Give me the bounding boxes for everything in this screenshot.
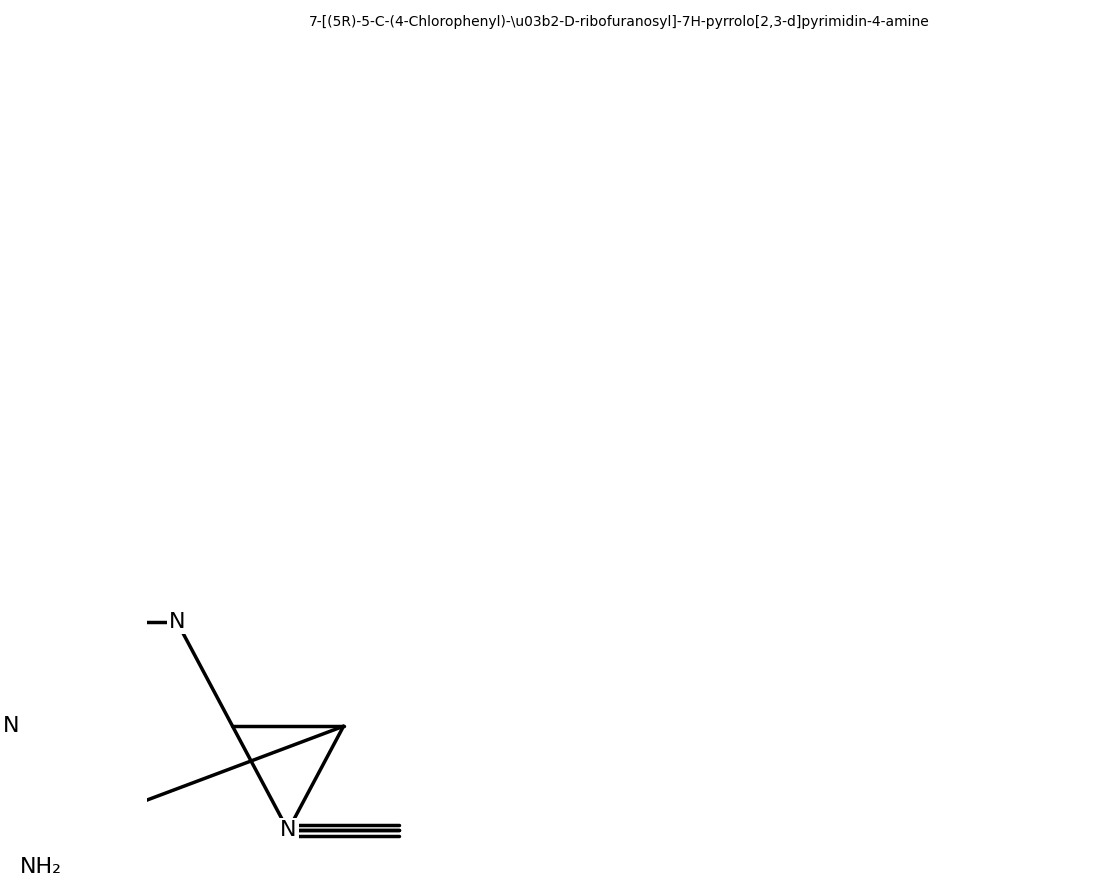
Text: N: N	[280, 821, 296, 840]
Text: NH₂: NH₂	[20, 857, 62, 878]
Title: 7-[(5R)-5-C-(4-Chlorophenyl)-\u03b2-D-ribofuranosyl]-7H-pyrrolo[2,3-d]pyrimidin-: 7-[(5R)-5-C-(4-Chlorophenyl)-\u03b2-D-ri…	[309, 15, 929, 29]
Text: N: N	[2, 716, 19, 736]
Text: N: N	[169, 612, 186, 632]
